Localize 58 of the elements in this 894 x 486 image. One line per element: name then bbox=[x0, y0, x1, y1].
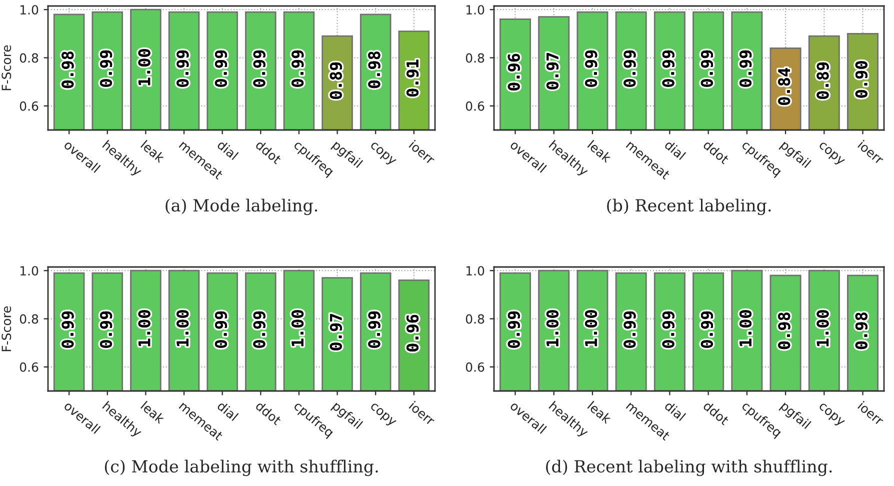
data-label: 0.99 bbox=[100, 311, 112, 348]
data-label: 0.98 bbox=[778, 312, 790, 350]
data-label: 0.96 bbox=[406, 314, 419, 352]
y-tick-label: 0.6 bbox=[20, 101, 38, 111]
y-tick-label: 0.6 bbox=[466, 101, 484, 111]
data-label: 0.99 bbox=[624, 311, 636, 348]
y-tick-label: 0.8 bbox=[466, 314, 484, 324]
y-tick-label: 0.8 bbox=[466, 53, 484, 63]
y-axis-title: F-Score bbox=[2, 45, 12, 90]
data-label: 1.00 bbox=[585, 310, 598, 346]
data-label: 0.97 bbox=[330, 314, 342, 350]
data-label: 0.99 bbox=[292, 50, 304, 87]
data-label: 0.99 bbox=[176, 50, 189, 87]
y-tick-label: 0.6 bbox=[20, 362, 38, 372]
y-tick-label: 0.8 bbox=[20, 314, 38, 324]
data-label: 0.99 bbox=[253, 311, 266, 348]
data-label: 0.97 bbox=[546, 52, 559, 90]
data-label: 0.99 bbox=[62, 311, 74, 348]
data-label: 0.99 bbox=[700, 311, 714, 348]
data-label: 0.99 bbox=[214, 311, 228, 348]
data-label: 0.99 bbox=[662, 311, 674, 348]
data-label: 1.00 bbox=[739, 310, 752, 346]
data-label: 0.99 bbox=[739, 50, 752, 87]
data-label: 1.00 bbox=[138, 310, 150, 346]
y-tick-label: 1.0 bbox=[20, 266, 38, 276]
data-label: 0.98 bbox=[368, 52, 380, 88]
data-label: 0.99 bbox=[368, 311, 380, 348]
data-label: 0.89 bbox=[816, 62, 829, 99]
data-label: 1.00 bbox=[546, 310, 558, 346]
y-tick-label: 1.0 bbox=[20, 5, 38, 15]
data-label: 0.90 bbox=[855, 61, 868, 98]
y-tick-label: 0.8 bbox=[20, 53, 38, 63]
data-label: 0.89 bbox=[330, 62, 342, 99]
data-label: 1.00 bbox=[292, 310, 304, 346]
data-label: 0.99 bbox=[624, 50, 636, 87]
data-label: 0.99 bbox=[700, 50, 714, 87]
y-axis-title: F-Score bbox=[2, 306, 12, 352]
data-label: 0.99 bbox=[508, 311, 520, 348]
data-label: 0.84 bbox=[778, 68, 790, 105]
data-label: 0.91 bbox=[406, 60, 419, 97]
data-label: 0.99 bbox=[100, 50, 112, 87]
data-label: 0.99 bbox=[585, 50, 598, 87]
data-label: 0.96 bbox=[508, 54, 520, 90]
data-label: 0.98 bbox=[62, 52, 74, 88]
text: (c) Mode labeling with shuffling. bbox=[104, 460, 378, 476]
text: (d) Recent labeling with shuffling. bbox=[546, 460, 832, 476]
y-tick-label: 1.0 bbox=[466, 266, 484, 276]
data-label: 1.00 bbox=[138, 49, 150, 86]
data-label: 0.98 bbox=[855, 312, 868, 350]
y-tick-label: 0.6 bbox=[466, 362, 484, 372]
data-label: 0.99 bbox=[253, 50, 266, 87]
data-label: 0.99 bbox=[214, 50, 228, 87]
text: (b) Recent labeling. bbox=[607, 198, 771, 216]
text: (a) Mode labeling. bbox=[166, 198, 318, 216]
y-tick-label: 1.0 bbox=[466, 5, 484, 15]
data-label: 0.99 bbox=[662, 50, 674, 87]
data-label: 1.00 bbox=[816, 310, 829, 346]
data-label: 1.00 bbox=[176, 310, 189, 346]
